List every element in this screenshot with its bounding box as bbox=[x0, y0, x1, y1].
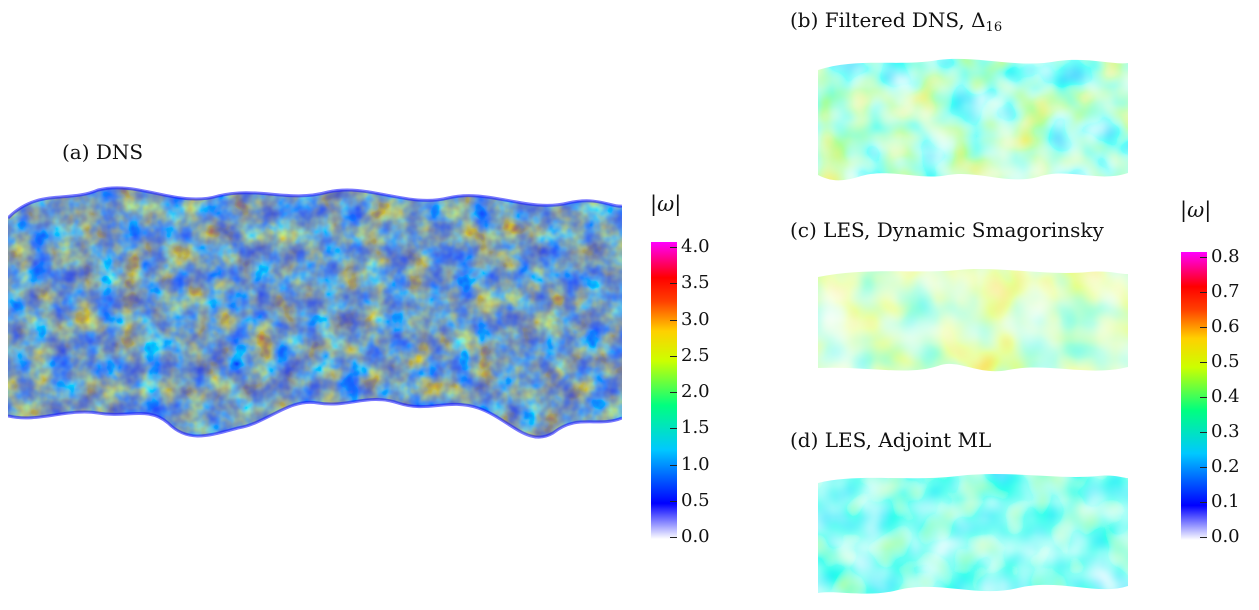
colorbar-left-title: |ω| bbox=[650, 192, 682, 216]
colorbar-tick-label: 0.2 bbox=[1211, 456, 1240, 477]
colorbar-tick-mark bbox=[1200, 362, 1207, 363]
colorbar-tick-label: 2.0 bbox=[681, 381, 710, 402]
panel-a-dns-field bbox=[8, 178, 622, 458]
colorbar-tick-label: 2.5 bbox=[681, 344, 710, 366]
colorbar-tick-label: 0.5 bbox=[681, 489, 710, 511]
colorbar-tick-label: 0.1 bbox=[1211, 491, 1240, 512]
colorbar-tick-mark bbox=[670, 319, 677, 321]
panel-d-les-adjoint-ml-field bbox=[818, 468, 1128, 603]
colorbar-tick-label: 0.3 bbox=[1211, 421, 1240, 442]
colorbar-tick-mark bbox=[1200, 327, 1207, 328]
colorbar-right bbox=[1181, 252, 1207, 540]
colorbar-tick-label: 0.0 bbox=[681, 526, 710, 547]
colorbar-tick-mark bbox=[1200, 502, 1207, 503]
colorbar-tick-label: 1.5 bbox=[681, 417, 710, 439]
colorbar-left bbox=[651, 242, 677, 539]
panel-b-filtered-dns-field bbox=[818, 55, 1128, 190]
panel-b-caption: (b) Filtered DNS, Δ16 bbox=[790, 8, 1003, 35]
colorbar-tick-mark bbox=[670, 247, 677, 248]
colorbar-tick-mark bbox=[1200, 467, 1207, 468]
colorbar-tick-label: 0.5 bbox=[1211, 351, 1240, 372]
colorbar-tick-label: 0.8 bbox=[1211, 246, 1240, 267]
colorbar-tick-label: 0.0 bbox=[1211, 526, 1240, 547]
colorbar-tick-mark bbox=[670, 537, 677, 538]
colorbar-tick-label: 0.4 bbox=[1211, 386, 1240, 407]
colorbar-tick-mark bbox=[1200, 537, 1207, 538]
colorbar-tick-mark bbox=[1200, 292, 1207, 293]
panel-a-caption: (a) DNS bbox=[62, 140, 144, 164]
panel-c-les-smagorinsky-field bbox=[818, 262, 1128, 382]
colorbar-tick-mark bbox=[670, 464, 677, 466]
colorbar-tick-mark bbox=[1200, 397, 1207, 398]
colorbar-tick-label: 4.0 bbox=[681, 236, 710, 257]
colorbar-tick-mark bbox=[670, 428, 677, 430]
colorbar-right-title: |ω| bbox=[1180, 198, 1212, 222]
colorbar-tick-label: 3.5 bbox=[681, 272, 710, 294]
colorbar-tick-label: 1.0 bbox=[681, 453, 710, 475]
colorbar-tick-mark bbox=[1200, 257, 1207, 258]
panel-c-caption: (c) LES, Dynamic Smagorinsky bbox=[790, 218, 1104, 242]
colorbar-tick-mark bbox=[670, 500, 677, 502]
colorbar-tick-label: 3.0 bbox=[681, 308, 710, 330]
colorbar-tick-label: 0.7 bbox=[1211, 281, 1240, 302]
colorbar-tick-mark bbox=[1200, 432, 1207, 433]
panel-d-caption: (d) LES, Adjoint ML bbox=[790, 428, 992, 452]
colorbar-tick-label: 0.6 bbox=[1211, 316, 1240, 337]
colorbar-tick-mark bbox=[670, 355, 677, 357]
colorbar-tick-mark bbox=[670, 392, 677, 393]
colorbar-tick-mark bbox=[670, 283, 677, 285]
